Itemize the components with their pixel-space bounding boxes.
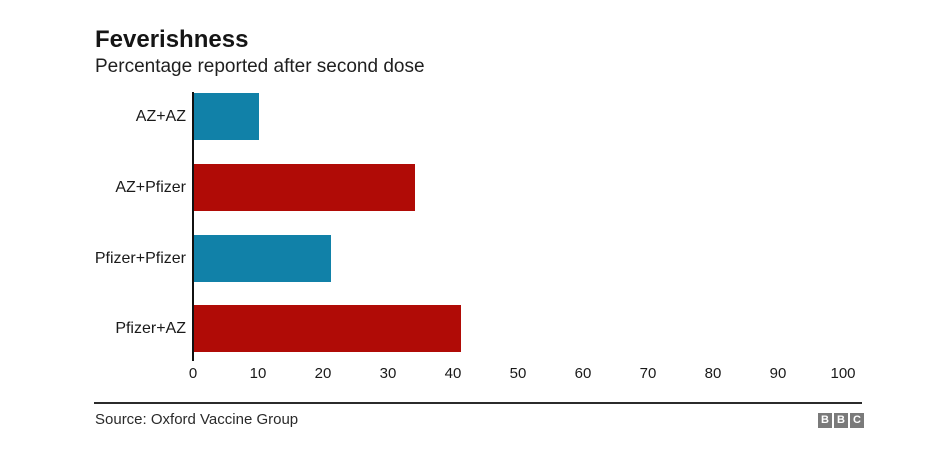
x-tick-label: 60 bbox=[574, 365, 592, 382]
chart-subtitle: Percentage reported after second dose bbox=[95, 56, 425, 77]
chart-title: Feverishness bbox=[95, 26, 249, 53]
x-tick-label: 100 bbox=[830, 365, 856, 382]
x-tick-label: 0 bbox=[188, 365, 198, 382]
bar-az-az bbox=[194, 93, 259, 140]
bbc-logo-letter: C bbox=[850, 413, 864, 428]
footer-divider bbox=[94, 402, 862, 404]
bar-chart: AZ+AZ AZ+Pfizer Pfizer+Pfizer Pfizer+AZ 0 10… bbox=[94, 92, 856, 382]
y-axis-line bbox=[192, 92, 194, 361]
x-tick-label: 50 bbox=[509, 365, 527, 382]
x-tick-label: 20 bbox=[314, 365, 332, 382]
bar-pfizer-pfizer bbox=[194, 235, 331, 282]
x-tick-label: 70 bbox=[639, 365, 657, 382]
bar-az-pfizer bbox=[194, 164, 415, 211]
source-text: Source: Oxford Vaccine Group bbox=[95, 411, 299, 428]
bar-pfizer-az bbox=[194, 305, 461, 352]
category-label: Pfizer+Pfizer bbox=[94, 250, 186, 267]
x-tick-label: 30 bbox=[379, 365, 397, 382]
x-tick-label: 80 bbox=[704, 365, 722, 382]
category-label: AZ+Pfizer bbox=[115, 179, 186, 196]
category-label: AZ+AZ bbox=[135, 108, 186, 125]
category-label: Pfizer+AZ bbox=[115, 320, 186, 337]
x-tick-label: 90 bbox=[769, 365, 787, 382]
bbc-logo-letter: B bbox=[818, 413, 832, 428]
x-tick-label: 40 bbox=[444, 365, 462, 382]
x-tick-label: 10 bbox=[249, 365, 267, 382]
bbc-logo-letter: B bbox=[834, 413, 848, 428]
